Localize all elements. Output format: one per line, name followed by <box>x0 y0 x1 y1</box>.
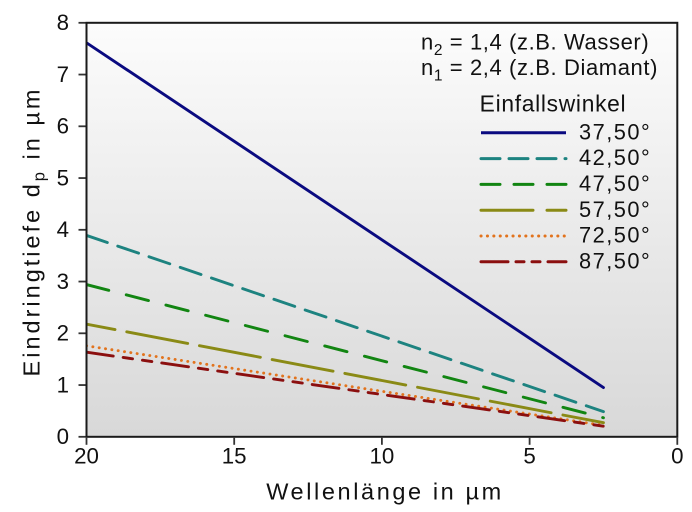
svg-text:0: 0 <box>57 424 69 449</box>
svg-text:2: 2 <box>57 321 69 346</box>
svg-text:1: 1 <box>57 372 69 397</box>
svg-text:57,50°: 57,50° <box>579 197 651 222</box>
svg-text:0: 0 <box>671 444 683 469</box>
svg-text:Wellenlänge in µm: Wellenlänge in µm <box>266 479 504 505</box>
svg-text:37,50°: 37,50° <box>579 119 651 144</box>
svg-text:20: 20 <box>74 444 99 469</box>
svg-text:Einfallswinkel: Einfallswinkel <box>480 90 627 116</box>
svg-text:10: 10 <box>369 444 394 469</box>
svg-text:47,50°: 47,50° <box>579 171 651 196</box>
svg-text:6: 6 <box>57 114 69 139</box>
svg-text:n2 = 1,4 (z.B. Wasser): n2 = 1,4 (z.B. Wasser) <box>421 30 649 60</box>
svg-text:7: 7 <box>57 62 69 87</box>
svg-text:5: 5 <box>523 444 535 469</box>
svg-text:3: 3 <box>57 269 69 294</box>
svg-text:42,50°: 42,50° <box>579 145 651 170</box>
svg-text:Eindringtiefe dp in µm: Eindringtiefe dp in µm <box>19 87 49 377</box>
svg-text:72,50°: 72,50° <box>579 223 651 248</box>
svg-text:15: 15 <box>222 444 247 469</box>
svg-text:5: 5 <box>57 165 69 190</box>
svg-text:87,50°: 87,50° <box>579 248 651 273</box>
svg-text:n1 = 2,4 (z.B. Diamant): n1 = 2,4 (z.B. Diamant) <box>421 55 658 85</box>
svg-text:8: 8 <box>57 10 69 35</box>
svg-text:4: 4 <box>57 217 69 242</box>
